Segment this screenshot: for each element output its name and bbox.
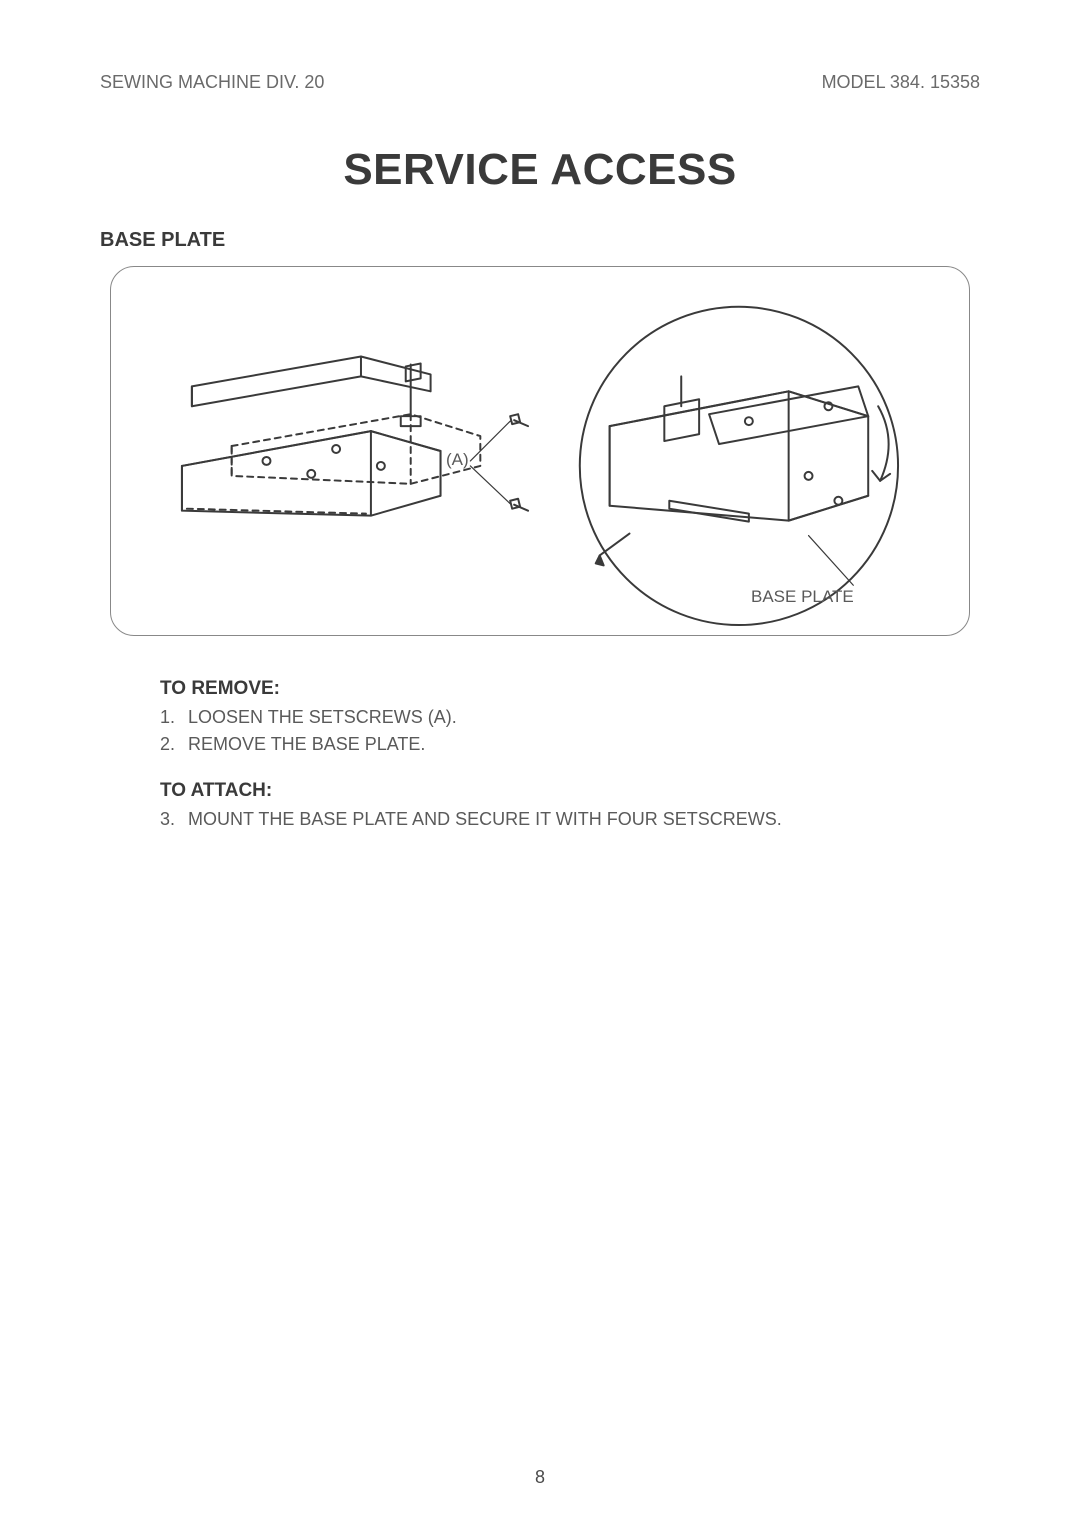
step-text: MOUNT THE BASE PLATE AND SECURE IT WITH …	[188, 806, 782, 833]
attach-step: 3. MOUNT THE BASE PLATE AND SECURE IT WI…	[160, 806, 980, 833]
section-title: BASE PLATE	[100, 229, 980, 252]
figure-container: (A) BASE PLATE	[110, 266, 970, 636]
page-number: 8	[0, 1467, 1080, 1488]
step-text: REMOVE THE BASE PLATE.	[188, 731, 425, 758]
attach-heading: TO ATTACH:	[160, 780, 980, 802]
remove-step: 1. LOOSEN THE SETSCREWS (A).	[160, 704, 980, 731]
step-number: 1.	[160, 704, 188, 731]
page-header: SEWING MACHINE DIV. 20 MODEL 384. 15358	[100, 72, 980, 93]
step-text: LOOSEN THE SETSCREWS (A).	[188, 704, 457, 731]
base-plate-diagram	[111, 267, 969, 635]
step-number: 3.	[160, 806, 188, 833]
annotation-a-label: (A)	[446, 450, 469, 470]
remove-instructions: TO REMOVE: 1. LOOSEN THE SETSCREWS (A). …	[160, 678, 980, 758]
page-title: SERVICE ACCESS	[100, 145, 980, 195]
remove-heading: TO REMOVE:	[160, 678, 980, 700]
attach-instructions: TO ATTACH: 3. MOUNT THE BASE PLATE AND S…	[160, 780, 980, 833]
step-number: 2.	[160, 731, 188, 758]
remove-step: 2. REMOVE THE BASE PLATE.	[160, 731, 980, 758]
header-right: MODEL 384. 15358	[822, 72, 980, 93]
attach-list: 3. MOUNT THE BASE PLATE AND SECURE IT WI…	[160, 806, 980, 833]
figure-caption: BASE PLATE	[751, 587, 854, 607]
header-left: SEWING MACHINE DIV. 20	[100, 72, 324, 93]
remove-list: 1. LOOSEN THE SETSCREWS (A). 2. REMOVE T…	[160, 704, 980, 758]
document-page: SEWING MACHINE DIV. 20 MODEL 384. 15358 …	[0, 0, 1080, 1528]
